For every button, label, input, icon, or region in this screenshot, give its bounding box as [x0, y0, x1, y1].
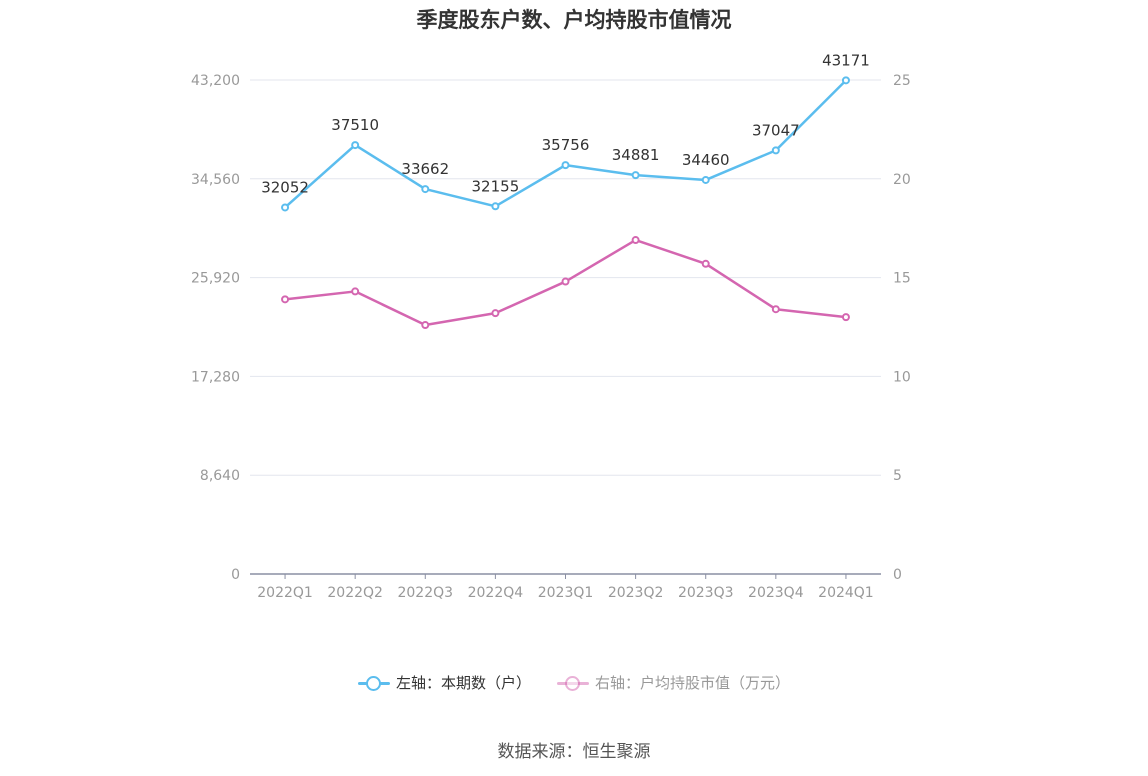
data-point-right	[841, 313, 850, 322]
data-point-right	[351, 287, 360, 296]
data-point-left	[701, 175, 710, 184]
data-label: 37510	[331, 116, 379, 134]
data-point-left	[561, 161, 570, 170]
y-left-tick-label: 0	[231, 567, 240, 583]
chart-title: 季度股东户数、户均持股市值情况	[416, 8, 732, 32]
x-tick-label: 2024Q1	[818, 585, 874, 601]
data-label: 32155	[472, 177, 520, 195]
legend-right-series-label: 右轴：户均持股市值（万元）	[595, 674, 791, 692]
data-label: 33662	[401, 160, 449, 178]
x-tick-label: 2022Q4	[468, 585, 524, 601]
data-point-right	[421, 321, 430, 330]
data-label: 43171	[822, 51, 870, 69]
data-point-right	[631, 236, 640, 245]
x-tick-label: 2023Q2	[608, 585, 664, 601]
legend: 左轴：本期数（户） 右轴：户均持股市值（万元）	[0, 672, 1148, 693]
y-right-tick-label: 0	[893, 567, 902, 583]
data-point-right	[281, 295, 290, 304]
x-tick-label: 2022Q2	[327, 585, 383, 601]
data-point-left	[351, 141, 360, 150]
data-point-left	[771, 146, 780, 155]
y-left-tick-label: 34,560	[191, 172, 240, 188]
y-left-tick-label: 43,200	[191, 73, 240, 89]
data-point-right	[771, 305, 780, 314]
y-right-tick-label: 5	[893, 468, 902, 484]
data-label: 34460	[682, 151, 730, 169]
data-point-left	[491, 202, 500, 211]
data-label: 37047	[752, 121, 800, 139]
data-label: 34881	[612, 146, 660, 164]
data-point-right	[491, 309, 500, 318]
data-point-left	[281, 203, 290, 212]
y-left-tick-label: 17,280	[191, 369, 240, 385]
data-source: 数据来源：恒生聚源	[497, 742, 651, 762]
y-right-tick-label: 10	[893, 369, 911, 385]
data-point-right	[701, 259, 710, 268]
y-right-tick-label: 25	[893, 73, 911, 89]
y-right-tick-label: 15	[893, 271, 911, 287]
x-tick-label: 2023Q4	[748, 585, 804, 601]
legend-item-left-series[interactable]: 左轴：本期数（户）	[357, 672, 531, 693]
x-tick-label: 2023Q1	[538, 585, 594, 601]
x-tick-label: 2023Q3	[678, 585, 734, 601]
x-tick-label: 2022Q1	[257, 585, 313, 601]
legend-left-series-icon	[357, 675, 390, 691]
y-left-tick-label: 25,920	[191, 271, 240, 287]
legend-item-right-series[interactable]: 右轴：户均持股市值（万元）	[557, 672, 790, 693]
legend-right-series-icon	[557, 675, 589, 691]
data-label: 35756	[542, 136, 590, 154]
y-left-tick-label: 8,640	[200, 468, 240, 484]
data-label: 32052	[261, 178, 309, 196]
y-right-tick-label: 20	[893, 172, 911, 188]
data-point-left	[421, 185, 430, 194]
data-point-left	[841, 76, 850, 85]
data-point-right	[561, 277, 570, 286]
x-tick-label: 2022Q3	[397, 585, 453, 601]
legend-left-series-label: 左轴：本期数（户）	[395, 674, 531, 692]
data-point-left	[631, 171, 640, 180]
